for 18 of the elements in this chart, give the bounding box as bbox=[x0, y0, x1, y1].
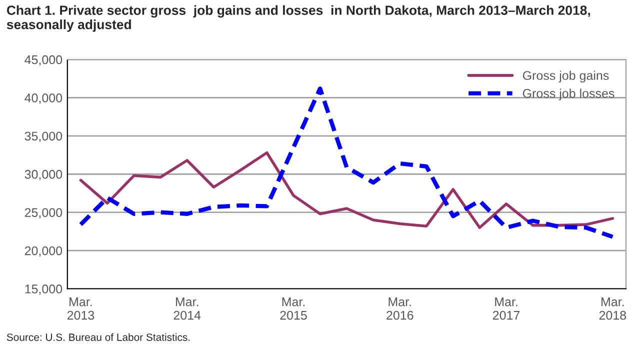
x-tick-label: Mar. 2017 bbox=[492, 298, 520, 320]
x-tick-label: Mar. 2015 bbox=[280, 298, 307, 320]
y-tick-label: 25,000 bbox=[24, 208, 62, 218]
chart-title: Chart 1. Private sector gross job gains and losses in North Dakota, March 2013–March 2018, seasonally adjusted bbox=[6, 5, 590, 32]
y-tick-label: 30,000 bbox=[24, 170, 62, 180]
line-series bbox=[78, 86, 615, 239]
source-note: Source: U.S. Bureau of Labor Statistics. bbox=[6, 333, 190, 341]
x-tick-label: Mar. 2014 bbox=[174, 298, 201, 320]
x-tick-label: Mar. 2013 bbox=[67, 298, 94, 320]
line-series bbox=[79, 151, 614, 230]
y-tick-label: 20,000 bbox=[24, 246, 62, 257]
x-tick-label: Mar. 2018 bbox=[599, 298, 626, 320]
y-tick-label: 45,000 bbox=[24, 55, 62, 66]
y-tick-label: 35,000 bbox=[24, 132, 62, 142]
x-tick-label: Mar. 2016 bbox=[386, 298, 414, 320]
legend-label: Gross job gains bbox=[522, 70, 609, 82]
y-tick-label: 40,000 bbox=[24, 94, 62, 104]
y-tick-label: 15,000 bbox=[25, 284, 62, 295]
